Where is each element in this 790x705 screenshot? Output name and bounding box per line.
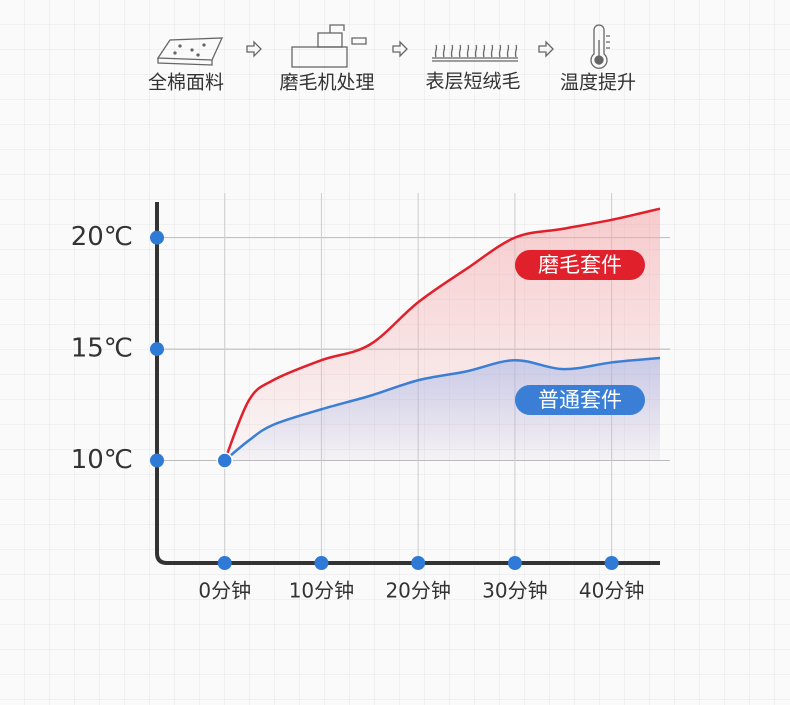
series-line bbox=[223, 207, 661, 461]
x-tick-label: 40分钟 bbox=[579, 579, 644, 603]
x-tick-dot bbox=[507, 556, 522, 570]
arrow bbox=[538, 40, 554, 58]
step-label: 全棉面料 bbox=[148, 72, 224, 94]
step-label: 温度提升 bbox=[560, 72, 636, 94]
x-tick-dot bbox=[314, 556, 329, 570]
icon-fabric bbox=[156, 37, 224, 66]
x-tick-label: 10分钟 bbox=[289, 579, 354, 603]
y-tick-dot bbox=[150, 453, 164, 468]
x-tick-dot bbox=[604, 556, 619, 570]
x-tick-label: 30分钟 bbox=[482, 579, 547, 603]
x-tick-dot bbox=[411, 556, 426, 570]
y-tick-dot bbox=[150, 230, 164, 245]
icon-machine bbox=[291, 24, 367, 68]
x-tick-label: 0分钟 bbox=[198, 579, 251, 603]
step-label: 表层短绒毛 bbox=[425, 71, 520, 93]
y-tick-dot bbox=[150, 342, 164, 357]
start-point bbox=[216, 452, 233, 469]
step-label: 磨毛机处理 bbox=[279, 72, 374, 94]
icon-thermometer bbox=[590, 24, 610, 69]
axis bbox=[155, 202, 660, 565]
series-area bbox=[224, 357, 660, 461]
y-tick-label: 20℃ bbox=[71, 222, 133, 252]
x-tick-dot bbox=[217, 556, 232, 570]
icon-fuzz bbox=[432, 44, 518, 62]
arrow bbox=[392, 40, 408, 58]
legend-pill bbox=[515, 250, 645, 280]
legend-label: 普通套件 bbox=[538, 388, 622, 412]
series-line bbox=[223, 356, 661, 462]
legend-label: 磨毛套件 bbox=[538, 253, 622, 277]
arrow bbox=[246, 40, 262, 58]
y-tick-label: 10℃ bbox=[71, 445, 133, 475]
x-tick-label: 20分钟 bbox=[385, 579, 450, 603]
legend-pill bbox=[515, 385, 645, 415]
y-tick-label: 15℃ bbox=[71, 334, 133, 364]
